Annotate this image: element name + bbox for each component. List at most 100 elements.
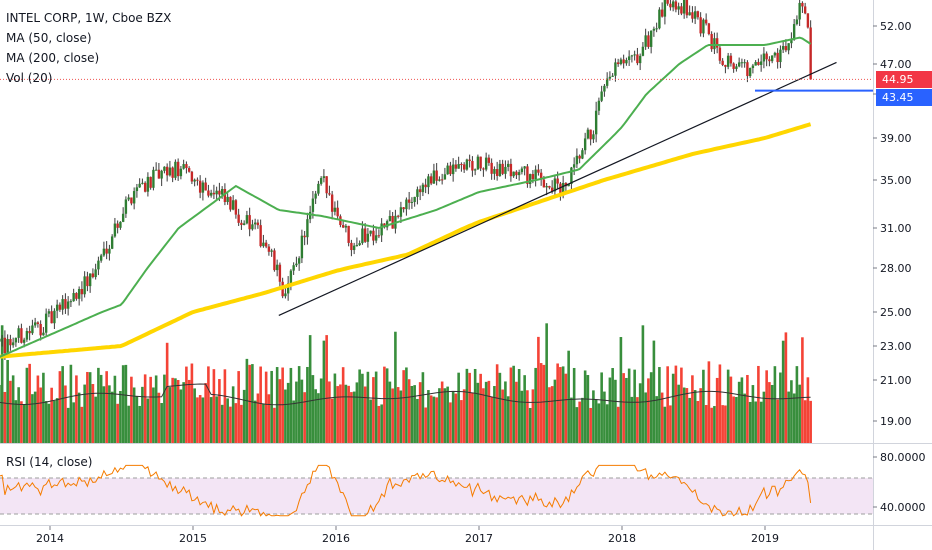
- volume-bar: [726, 369, 730, 443]
- candle-body: [487, 157, 491, 163]
- volume-bar: [273, 407, 276, 443]
- candle-body: [209, 192, 213, 196]
- candle-body: [534, 169, 537, 180]
- volume-bar: [542, 364, 546, 443]
- candle-body: [622, 59, 625, 64]
- volume-bar: [141, 386, 144, 443]
- candle-body: [724, 64, 727, 67]
- volume-bar: [506, 396, 510, 443]
- candle-body: [592, 134, 595, 140]
- candle-body: [231, 200, 235, 210]
- volume-ma-line: [0, 383, 811, 406]
- volume-bar: [605, 404, 609, 443]
- candle-body: [432, 170, 436, 184]
- volume-bar: [174, 378, 177, 443]
- price-tick-label: 28.00: [880, 262, 912, 275]
- candle-body: [784, 46, 788, 51]
- candle-body: [22, 339, 26, 343]
- volume-legend[interactable]: Vol (20): [6, 71, 53, 85]
- volume-bar: [355, 382, 359, 443]
- candle-body: [116, 223, 119, 228]
- candle-body: [198, 180, 202, 193]
- candle-body: [440, 179, 444, 181]
- symbol-title[interactable]: INTEL CORP, 1W, Cboe BZX: [6, 11, 172, 25]
- volume-bar: [633, 369, 636, 443]
- volume-bar: [473, 368, 477, 443]
- candle-body: [449, 165, 452, 175]
- volume-bar: [9, 380, 12, 443]
- candle-body: [86, 276, 89, 287]
- last-price-badge: 44.95: [876, 71, 932, 89]
- candle-body: [317, 183, 320, 194]
- candle-body: [570, 167, 573, 185]
- ma200-legend[interactable]: MA (200, close): [6, 51, 100, 65]
- volume-bar: [795, 366, 799, 443]
- volume-bar: [86, 371, 89, 443]
- volume-bar: [28, 363, 31, 443]
- rsi-legend[interactable]: RSI (14, close): [6, 455, 93, 469]
- volume-bar: [88, 372, 92, 443]
- volume-bar: [363, 386, 367, 443]
- candle-body: [779, 49, 782, 63]
- candle-body: [781, 46, 785, 50]
- candle-body: [182, 164, 185, 169]
- volume-bar: [451, 391, 455, 443]
- candle-body: [267, 246, 271, 252]
- volume-bar: [641, 325, 645, 443]
- volume-bar: [704, 405, 708, 443]
- volume-bar: [482, 388, 485, 443]
- volume-bar: [399, 390, 403, 443]
- candle-body: [806, 13, 810, 28]
- candle-body: [600, 91, 603, 101]
- candle-body: [787, 43, 790, 51]
- ma50-legend[interactable]: MA (50, close): [6, 31, 92, 45]
- candle-body: [80, 288, 84, 295]
- volume-bar: [724, 405, 727, 443]
- volume-bar: [264, 371, 268, 443]
- candle-body: [110, 236, 114, 249]
- candle-body: [641, 46, 645, 56]
- candle-body: [578, 155, 581, 159]
- candle-body: [146, 176, 150, 192]
- volume-bar: [671, 373, 675, 443]
- volume-bar: [130, 376, 133, 443]
- price-tick-label: 19.00: [880, 415, 912, 428]
- volume-bar: [718, 364, 722, 443]
- candle-body: [113, 223, 117, 237]
- volume-bar: [677, 384, 680, 443]
- volume-bar: [564, 373, 568, 443]
- volume-bar: [149, 376, 152, 443]
- candle-body: [154, 169, 158, 171]
- candle-body: [53, 310, 56, 324]
- volume-bar: [55, 398, 59, 443]
- candle-body: [157, 169, 161, 179]
- volume-bar: [127, 405, 130, 443]
- candle-body: [603, 85, 606, 92]
- candle-body: [363, 228, 367, 242]
- time-tick-label: 2019: [751, 532, 779, 545]
- candle-body: [229, 196, 232, 210]
- volume-bar: [449, 402, 452, 443]
- candle-body: [234, 200, 238, 215]
- volume-bar: [119, 391, 122, 443]
- candle-body: [75, 293, 78, 299]
- volume-bar: [66, 407, 70, 443]
- volume-bar: [688, 397, 691, 443]
- volume-bar: [768, 382, 771, 443]
- volume-bar: [344, 384, 348, 443]
- candle-body: [91, 273, 95, 278]
- volume-bar: [806, 377, 810, 443]
- volume-bar: [663, 406, 667, 443]
- candle-body: [715, 38, 719, 48]
- candle-body: [94, 269, 97, 278]
- volume-bar: [97, 367, 100, 443]
- volume-bar: [212, 369, 216, 443]
- volume-bar: [135, 396, 139, 443]
- candle-body: [682, 0, 686, 14]
- volume-bar: [163, 374, 166, 443]
- volume-bar: [790, 380, 793, 443]
- volume-bar: [501, 389, 504, 443]
- volume-bar: [691, 375, 694, 443]
